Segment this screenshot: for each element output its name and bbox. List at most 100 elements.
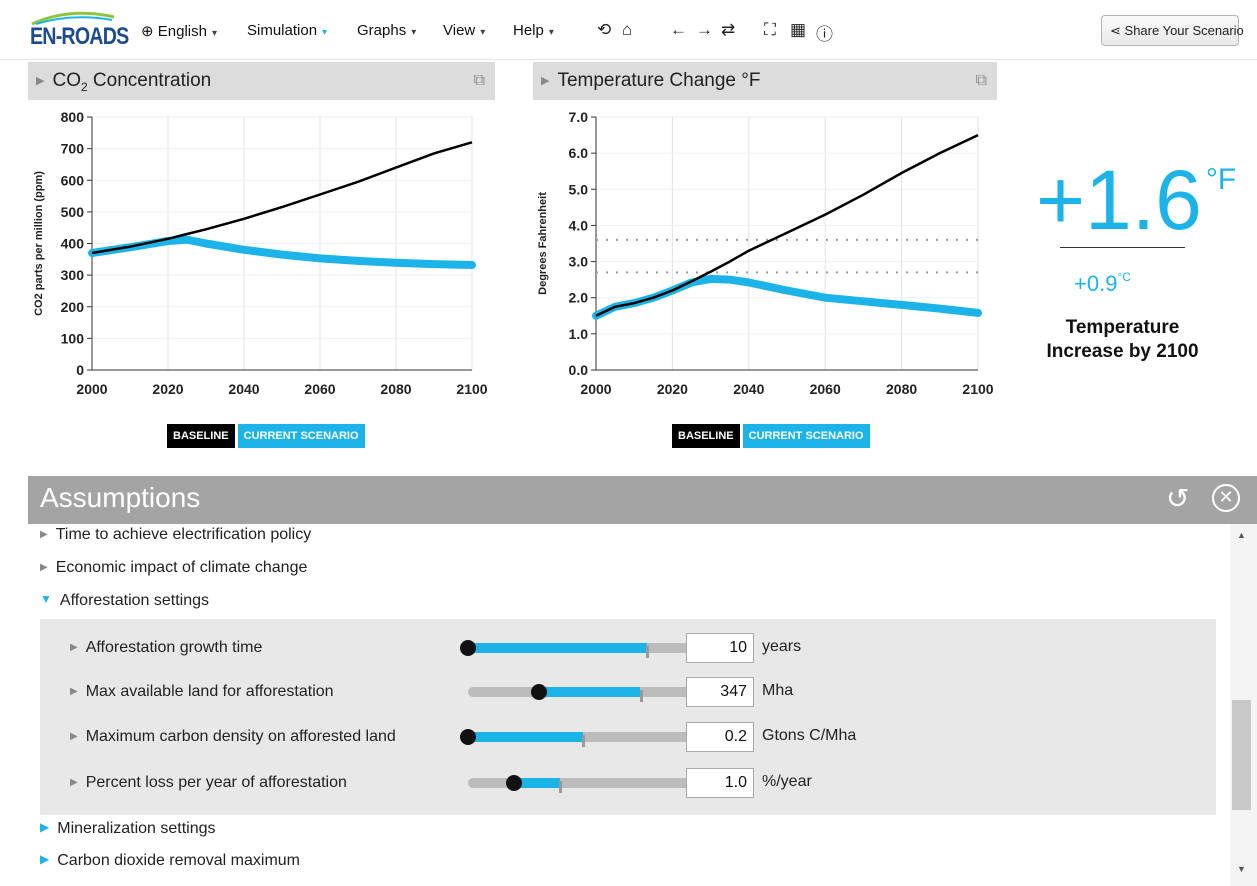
slider-knob[interactable] <box>531 684 548 700</box>
temperature-graph-title: Temperature Change °F <box>557 70 761 91</box>
y-tick-label: 0 <box>76 362 84 378</box>
y-tick-label: 6.0 <box>569 145 589 161</box>
value-input[interactable]: 347 <box>686 677 754 707</box>
expand-triangle-icon: ▶ <box>40 562 48 573</box>
temperature-caption: Temperature Increase by 2100 <box>1046 317 1199 362</box>
slider-default-tick <box>646 646 650 658</box>
x-tick-label: 2080 <box>380 381 411 397</box>
co2-graph-header[interactable]: ▶ CO2 Concentration ⧉ <box>28 62 495 100</box>
y-tick-label: 700 <box>61 141 85 157</box>
legend-baseline[interactable]: BASELINE <box>672 424 740 448</box>
en-roads-logo[interactable]: EN-ROADS <box>30 11 129 50</box>
assumption-row-mineralization-settings[interactable]: ▶ Mineralization settings <box>40 820 216 838</box>
chevron-down-icon: ▾ <box>411 27 417 38</box>
info-icon[interactable]: ⓘ <box>816 25 833 44</box>
share-scenario-button[interactable]: ⋖ Share Your Scenario <box>1101 15 1244 46</box>
value-unit: Mha <box>762 682 794 699</box>
assumptions-panel: ▶ Time to achieve electrification policy … <box>28 524 1257 886</box>
home-icon[interactable]: ⌂ <box>622 20 633 39</box>
baseline-line <box>91 141 473 255</box>
slider-fill <box>514 778 560 788</box>
logo-text: EN-ROADS <box>30 23 129 50</box>
slider-label[interactable]: ▶ Maximum carbon density on afforested la… <box>70 728 396 745</box>
x-tick-label: 2080 <box>886 381 917 397</box>
reset-icon[interactable]: ↺ <box>1166 483 1190 514</box>
assumptions-scrollbar[interactable]: ▲ ▼ <box>1230 524 1257 886</box>
graphs-menu-label: Graphs <box>357 22 407 39</box>
slider-label[interactable]: ▶ Percent loss per year of afforestation <box>70 774 347 791</box>
x-tick-label: 2100 <box>456 381 487 397</box>
assumption-label: Time to achieve electrification policy <box>55 526 312 543</box>
share-scenario-label: Share Your Scenario <box>1124 23 1244 38</box>
slider-row: ▶ Maximum carbon density on afforested la… <box>40 717 1216 757</box>
x-tick-label: 2020 <box>152 381 183 397</box>
top-bar: EN-ROADS ⊕ English ▾ Simulation ▾ Graphs ▾ … <box>0 0 1257 60</box>
chevron-down-icon: ▾ <box>322 27 328 38</box>
forward-icon[interactable]: → <box>696 20 713 39</box>
y-tick-label: 4.0 <box>569 217 589 233</box>
y-tick-label: 5.0 <box>569 181 589 197</box>
fullscreen-icon[interactable]: ⛶ <box>764 20 776 39</box>
assumption-label: Mineralization settings <box>57 820 216 837</box>
language-menu[interactable]: ⊕ English ▾ <box>141 22 217 40</box>
scroll-up-icon[interactable]: ▲ <box>1237 530 1246 540</box>
assumptions-header: Assumptions ↺ ✕ <box>28 476 1257 524</box>
simulation-menu[interactable]: Simulation ▾ <box>247 22 327 39</box>
y-tick-label: 500 <box>61 204 85 220</box>
redo-icon[interactable]: ⇄ <box>721 20 736 39</box>
x-tick-label: 2000 <box>580 381 611 397</box>
y-tick-label: 800 <box>61 109 85 125</box>
copy-icon[interactable]: ⧉ <box>975 72 987 89</box>
expand-triangle-icon: ▶ <box>70 642 78 653</box>
slider-row: ▶ Afforestation growth time 10 years <box>40 628 1216 668</box>
scrollbar-thumb[interactable] <box>1232 700 1251 810</box>
temperature-graph-header[interactable]: ▶ Temperature Change °F ⧉ <box>533 62 997 100</box>
graphs-menu[interactable]: Graphs ▾ <box>357 22 416 39</box>
collapse-triangle-icon: ▼ <box>40 592 52 606</box>
share-icon: ⋖ <box>1110 23 1121 38</box>
assumption-row-cdr-maximum[interactable]: ▶ Carbon dioxide removal maximum <box>40 852 300 870</box>
simulation-menu-label: Simulation <box>247 22 318 39</box>
x-tick-label: 2040 <box>733 381 764 397</box>
expand-triangle-icon: ▶ <box>70 731 78 742</box>
value-input[interactable]: 10 <box>686 633 754 663</box>
slider-knob[interactable] <box>460 729 476 745</box>
value-unit: Gtons C/Mha <box>762 727 857 744</box>
slider-row: ▶ Percent loss per year of afforestation … <box>40 763 1216 803</box>
slider-label[interactable]: ▶ Afforestation growth time <box>70 639 263 656</box>
undo-icon[interactable]: ⟲ <box>597 20 612 39</box>
y-axis-label: CO2 parts per million (ppm) <box>33 171 45 316</box>
assumption-row-electrification-time[interactable]: ▶ Time to achieve electrification policy <box>40 526 311 544</box>
legend-current-scenario[interactable]: CURRENT SCENARIO <box>742 424 870 448</box>
assumption-label: Economic impact of climate change <box>55 559 308 576</box>
view-menu[interactable]: View ▾ <box>443 22 485 39</box>
slider-knob[interactable] <box>460 640 476 656</box>
x-tick-label: 2000 <box>76 381 107 397</box>
back-icon[interactable]: ← <box>670 20 687 39</box>
help-menu[interactable]: Help ▾ <box>513 22 554 39</box>
y-tick-label: 1.0 <box>569 326 589 342</box>
chevron-down-icon: ▾ <box>211 28 217 39</box>
assumption-row-economic-impact[interactable]: ▶ Economic impact of climate change <box>40 559 307 577</box>
legend-baseline[interactable]: BASELINE <box>167 424 235 448</box>
close-icon[interactable]: ✕ <box>1212 484 1240 512</box>
copy-icon[interactable]: ⧉ <box>473 72 485 89</box>
slider-label[interactable]: ▶ Max available land for afforestation <box>70 683 334 700</box>
x-tick-label: 2100 <box>962 381 993 397</box>
x-tick-label: 2060 <box>304 381 335 397</box>
help-menu-label: Help <box>513 22 544 39</box>
scroll-down-icon[interactable]: ▼ <box>1237 864 1246 874</box>
temperature-legend: BASELINE CURRENT SCENARIO <box>672 424 870 448</box>
grid-icon[interactable]: ▦ <box>790 20 807 39</box>
baseline-line <box>595 133 979 317</box>
expand-triangle-icon: ▶ <box>70 777 78 788</box>
value-input[interactable]: 0.2 <box>686 722 754 752</box>
slider-knob[interactable] <box>506 775 522 791</box>
slider-fill <box>539 687 641 697</box>
divider <box>1060 247 1185 248</box>
slider-track[interactable] <box>468 778 698 788</box>
legend-current-scenario[interactable]: CURRENT SCENARIO <box>237 424 365 448</box>
assumption-row-afforestation-settings[interactable]: ▼ Afforestation settings <box>40 592 209 610</box>
value-input[interactable]: 1.0 <box>686 768 754 798</box>
current-scenario-line <box>88 235 476 269</box>
